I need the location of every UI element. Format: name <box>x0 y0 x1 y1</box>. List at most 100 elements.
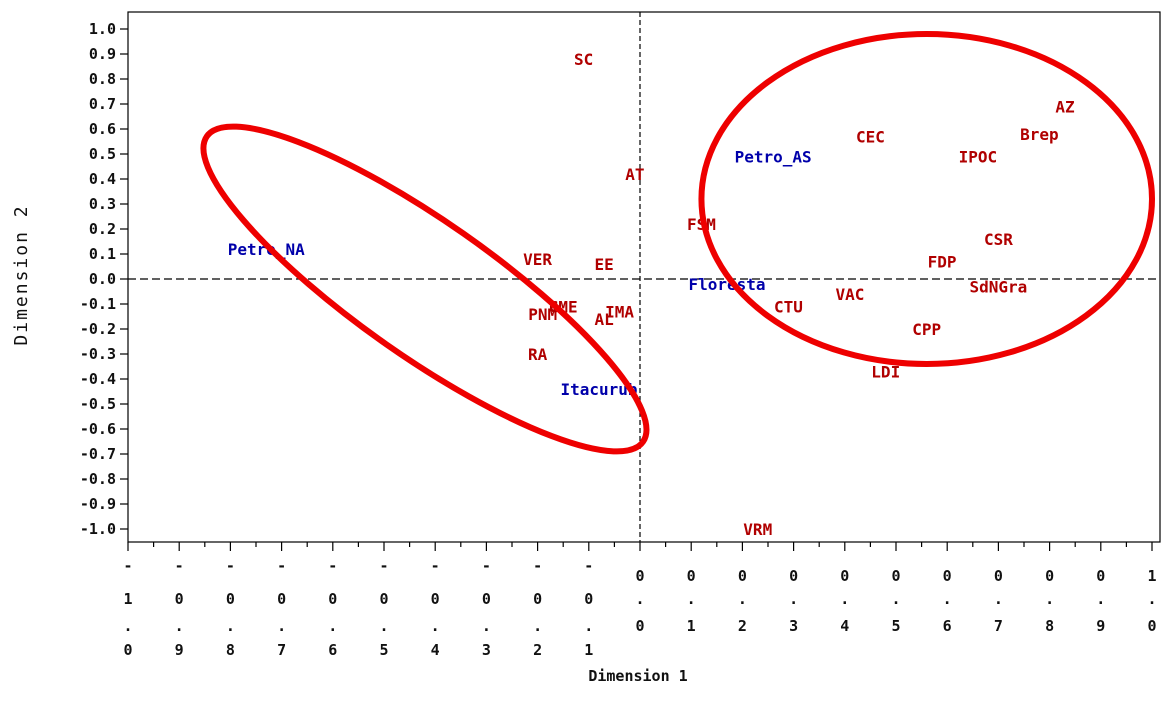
x-tick-label-char: 2 <box>533 641 542 659</box>
x-tick-label-char: - <box>584 557 593 575</box>
x-tick-label-char: . <box>687 590 696 608</box>
x-tick-label-char: 0 <box>635 567 644 585</box>
x-tick-label-char: 0 <box>1096 567 1105 585</box>
x-tick-label-char: 7 <box>994 617 1003 635</box>
x-tick-label-char: 0 <box>789 567 798 585</box>
x-tick-label-char: 0 <box>533 590 542 608</box>
x-tick-label-char: 0 <box>175 590 184 608</box>
y-tick-label: 0.8 <box>89 70 116 88</box>
y-tick-label: -0.2 <box>80 320 116 338</box>
x-tick-label-char: . <box>789 590 798 608</box>
x-tick-label-char: . <box>533 617 542 635</box>
y-tick-label: -1.0 <box>80 520 116 538</box>
point-label: VER <box>523 250 552 269</box>
point-label: IPOC <box>959 148 998 167</box>
x-tick-label-char: - <box>226 557 235 575</box>
y-tick-label: 0.2 <box>89 220 116 238</box>
x-tick-label-char: 0 <box>943 567 952 585</box>
x-tick-label-char: 4 <box>840 617 849 635</box>
x-tick-label-char: 8 <box>1045 617 1054 635</box>
x-tick-label-char: . <box>584 617 593 635</box>
y-tick-label: 0.0 <box>89 270 116 288</box>
x-tick-label-char: . <box>226 617 235 635</box>
x-tick-label-char: 0 <box>123 641 132 659</box>
point-label: Petro_NA <box>228 240 305 259</box>
x-tick-label-char: - <box>123 557 132 575</box>
highlight-ellipse <box>698 31 1155 367</box>
x-tick-label-char: 3 <box>789 617 798 635</box>
point-label: SdNGra <box>970 278 1028 297</box>
y-tick-label: 0.3 <box>89 195 116 213</box>
x-tick-label-char: 0 <box>379 590 388 608</box>
x-tick-label-char: . <box>635 590 644 608</box>
x-tick-label-char: . <box>1045 590 1054 608</box>
y-tick-label: 0.1 <box>89 245 116 263</box>
point-label: Petro_AS <box>735 148 812 167</box>
point-label: CTU <box>774 298 803 317</box>
y-tick-label: -0.4 <box>80 370 116 388</box>
plot-border <box>127 11 1161 543</box>
x-tick-label-char: . <box>431 617 440 635</box>
x-tick-label-char: 0 <box>635 617 644 635</box>
y-tick-label: -0.1 <box>80 295 116 313</box>
x-tick-label-char: . <box>891 590 900 608</box>
point-label: RA <box>528 345 548 364</box>
x-tick-label-char: 5 <box>891 617 900 635</box>
x-tick-label-char: 0 <box>1045 567 1054 585</box>
y-tick-label: -0.9 <box>80 495 116 513</box>
x-tick-label-char: 0 <box>840 567 849 585</box>
point-label: CPP <box>912 320 941 339</box>
x-tick-label-char: . <box>277 617 286 635</box>
point-label: LDI <box>871 363 900 382</box>
x-tick-label-char: 1 <box>123 590 132 608</box>
x-tick-label-char: - <box>379 557 388 575</box>
y-axis-label: Dimension 2 <box>11 204 32 345</box>
y-tick-label: 0.9 <box>89 45 116 63</box>
x-tick-label-char: 0 <box>584 590 593 608</box>
x-tick-label-char: . <box>175 617 184 635</box>
x-tick-label-char: 0 <box>226 590 235 608</box>
x-tick-label-char: - <box>328 557 337 575</box>
plot-frame <box>127 11 1161 543</box>
y-tick-label: 1.0 <box>89 20 116 38</box>
y-axis: 1.0 0.9 0.8 0.7 0.6 0.5 0.4 0.3 0.2 0.1 0.0 -0.1 -0.… <box>80 20 128 538</box>
point-label: SC <box>574 50 593 69</box>
x-tick-label-char: 1 <box>687 617 696 635</box>
y-tick-label: -0.8 <box>80 470 116 488</box>
x-tick-label-char: . <box>840 590 849 608</box>
x-tick-label-char: 4 <box>431 641 440 659</box>
point-label: Itacurub <box>561 380 638 399</box>
x-tick-label-char: 0 <box>687 567 696 585</box>
point-label: Brep <box>1020 125 1059 144</box>
x-tick-label-char: 0 <box>891 567 900 585</box>
x-tick-label-char: 0 <box>431 590 440 608</box>
y-tick-label: -0.5 <box>80 395 116 413</box>
y-tick-label: -0.7 <box>80 445 116 463</box>
point-label: AL <box>595 310 614 329</box>
x-tick-label-char: 0 <box>482 590 491 608</box>
y-tick-label: 0.4 <box>89 170 116 188</box>
point-label: Floresta <box>689 275 766 294</box>
y-tick-label: 0.6 <box>89 120 116 138</box>
point-label: VRM <box>743 520 772 539</box>
x-tick-label-char: - <box>277 557 286 575</box>
x-tick-label-char: 9 <box>175 641 184 659</box>
x-tick-label-char: 0 <box>738 567 747 585</box>
point-label: IMA <box>605 303 634 322</box>
point-label: AT <box>625 165 644 184</box>
x-tick-label-char: 6 <box>943 617 952 635</box>
x-tick-label-char: 0 <box>1147 617 1156 635</box>
x-tick-label-char: . <box>328 617 337 635</box>
point-label: CME <box>549 298 578 317</box>
x-tick-label-char: 2 <box>738 617 747 635</box>
x-tick-label-char: 1 <box>584 641 593 659</box>
x-tick-label-char: 8 <box>226 641 235 659</box>
x-tick-label-char: 6 <box>328 641 337 659</box>
y-tick-label: 0.5 <box>89 145 116 163</box>
point-label: CEC <box>856 128 885 147</box>
x-tick-label-char: . <box>123 617 132 635</box>
point-labels: Petro_NA Petro_AS Floresta Itacurub SC AZ CEC B… <box>228 50 1075 539</box>
point-label: EE <box>595 255 614 274</box>
x-tick-label-char: 3 <box>482 641 491 659</box>
